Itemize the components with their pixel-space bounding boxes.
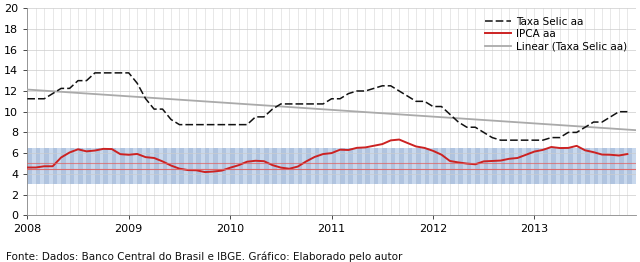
Bar — [104, 148, 108, 184]
Bar — [450, 148, 454, 184]
Bar — [357, 148, 362, 184]
Bar — [391, 148, 396, 184]
Bar — [163, 148, 167, 184]
Bar — [509, 148, 514, 184]
Bar — [518, 148, 522, 184]
Bar — [526, 148, 531, 184]
Bar — [247, 148, 252, 184]
Bar — [500, 148, 505, 184]
Bar — [239, 148, 243, 184]
Legend: Taxa Selic aa, IPCA aa, Linear (Taxa Selic aa): Taxa Selic aa, IPCA aa, Linear (Taxa Sel… — [482, 13, 630, 55]
Bar — [365, 148, 370, 184]
Bar — [213, 148, 218, 184]
Bar — [433, 148, 438, 184]
Bar — [120, 148, 125, 184]
Bar — [129, 148, 133, 184]
Bar — [476, 148, 480, 184]
Bar — [593, 148, 598, 184]
Bar — [348, 148, 353, 184]
Bar — [551, 148, 556, 184]
Bar — [289, 148, 294, 184]
Bar — [146, 148, 150, 184]
Bar — [323, 148, 328, 184]
Bar — [619, 148, 623, 184]
Bar — [382, 148, 387, 184]
Bar — [458, 148, 463, 184]
Bar — [298, 148, 303, 184]
Bar — [568, 148, 573, 184]
Bar — [416, 148, 420, 184]
Bar — [86, 148, 91, 184]
Bar — [95, 148, 100, 184]
Bar — [78, 148, 83, 184]
Bar — [332, 148, 336, 184]
Bar — [205, 148, 209, 184]
Bar — [179, 148, 184, 184]
Bar — [315, 148, 319, 184]
Bar — [424, 148, 429, 184]
Bar — [560, 148, 564, 184]
Text: Fonte: Dados: Banco Central do Brasil e IBGE. Gráfico: Elaborado pelo autor: Fonte: Dados: Banco Central do Brasil e … — [6, 252, 403, 262]
Bar — [36, 148, 40, 184]
Bar — [306, 148, 311, 184]
Bar — [627, 148, 632, 184]
Bar — [611, 148, 615, 184]
Bar — [188, 148, 193, 184]
Bar — [281, 148, 285, 184]
Bar — [484, 148, 488, 184]
Bar — [255, 148, 260, 184]
Bar — [61, 148, 66, 184]
Bar — [577, 148, 581, 184]
Bar — [230, 148, 235, 184]
Bar — [52, 148, 58, 184]
Bar — [70, 148, 74, 184]
Bar — [408, 148, 412, 184]
Bar — [171, 148, 175, 184]
Bar — [112, 148, 116, 184]
Bar — [273, 148, 277, 184]
Bar — [374, 148, 378, 184]
Bar — [340, 148, 345, 184]
Bar — [467, 148, 472, 184]
Bar — [602, 148, 607, 184]
Bar — [196, 148, 201, 184]
Bar — [585, 148, 590, 184]
Bar — [44, 148, 49, 184]
Bar — [399, 148, 404, 184]
Bar — [264, 148, 269, 184]
Bar — [442, 148, 446, 184]
Bar — [534, 148, 539, 184]
Bar — [28, 148, 32, 184]
Bar — [492, 148, 497, 184]
Bar — [28, 148, 636, 184]
Bar — [137, 148, 142, 184]
Bar — [221, 148, 227, 184]
Bar — [154, 148, 159, 184]
Bar — [543, 148, 547, 184]
